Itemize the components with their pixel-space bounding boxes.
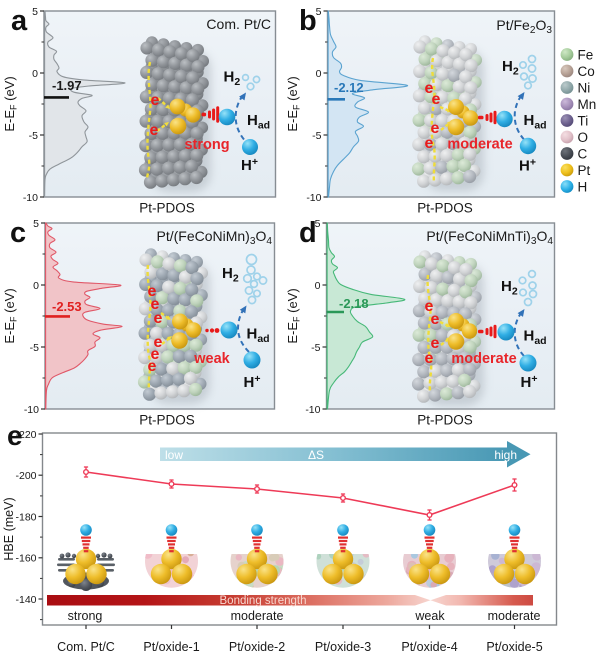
svg-text:-220: -220	[15, 429, 36, 441]
svg-text:e: e	[148, 358, 157, 375]
svg-text:0: 0	[33, 280, 39, 292]
svg-text:-200: -200	[15, 470, 36, 482]
svg-text:weak: weak	[414, 609, 445, 623]
svg-text:moderate: moderate	[447, 137, 512, 153]
svg-text:Pt/Fe2O3: Pt/Fe2O3	[496, 17, 552, 36]
svg-text:Pt-PDOS: Pt-PDOS	[139, 201, 195, 216]
svg-text:-10: -10	[24, 404, 39, 416]
svg-text:Pt/oxide-3: Pt/oxide-3	[315, 640, 371, 654]
svg-text:Com. Pt/C: Com. Pt/C	[57, 640, 115, 654]
svg-text:Co: Co	[578, 64, 595, 79]
svg-text:-5: -5	[30, 342, 39, 354]
svg-text:e: e	[150, 122, 159, 139]
svg-text:Pt-PDOS: Pt-PDOS	[417, 201, 473, 216]
svg-text:-2.53: -2.53	[52, 299, 82, 314]
svg-text:Pt-PDOS: Pt-PDOS	[139, 413, 195, 428]
svg-text:HBE (meV): HBE (meV)	[2, 497, 16, 560]
svg-text:e: e	[431, 120, 440, 137]
svg-text:-10: -10	[23, 192, 38, 204]
svg-text:-5: -5	[311, 342, 320, 354]
svg-text:5: 5	[316, 6, 322, 18]
svg-text:5: 5	[33, 218, 39, 230]
svg-text:e: e	[154, 334, 163, 351]
svg-text:a: a	[11, 5, 28, 37]
svg-text:Pt/oxide-5: Pt/oxide-5	[486, 640, 542, 654]
svg-text:-2.12: -2.12	[334, 80, 364, 95]
svg-text:high: high	[494, 448, 517, 462]
svg-text:moderate: moderate	[231, 609, 284, 623]
svg-text:Ni: Ni	[578, 80, 591, 95]
svg-text:O: O	[578, 130, 589, 145]
svg-text:-5: -5	[29, 130, 38, 142]
svg-text:e: e	[154, 310, 163, 327]
svg-text:Pt/oxide-4: Pt/oxide-4	[401, 640, 457, 654]
svg-text:d: d	[299, 217, 317, 249]
svg-text:-180: -180	[15, 511, 36, 523]
svg-text:Pt/oxide-2: Pt/oxide-2	[229, 640, 285, 654]
svg-text:-160: -160	[15, 553, 36, 565]
svg-text:ΔS: ΔS	[308, 448, 324, 462]
svg-text:-10: -10	[305, 404, 320, 416]
svg-text:b: b	[299, 5, 317, 37]
svg-text:moderate: moderate	[451, 351, 516, 367]
svg-text:e: e	[148, 283, 157, 300]
svg-text:5: 5	[315, 218, 321, 230]
svg-text:e: e	[425, 298, 434, 315]
svg-text:e: e	[151, 346, 160, 363]
svg-text:strong: strong	[68, 609, 103, 623]
svg-text:Pt: Pt	[578, 163, 591, 178]
svg-text:Pt/(FeCoNiMnTi)3O4: Pt/(FeCoNiMnTi)3O4	[426, 228, 553, 247]
svg-text:e: e	[431, 335, 440, 352]
svg-text:-10: -10	[306, 192, 321, 204]
svg-text:H: H	[578, 179, 588, 194]
svg-text:0: 0	[32, 68, 38, 80]
svg-text:e: e	[432, 91, 441, 108]
svg-text:e: e	[7, 420, 23, 451]
svg-text:-1.97: -1.97	[52, 78, 82, 93]
svg-text:Pt/(FeCoNiMn)3O4: Pt/(FeCoNiMn)3O4	[157, 228, 273, 247]
svg-text:e: e	[425, 350, 434, 367]
svg-text:0: 0	[316, 68, 322, 80]
svg-text:e: e	[151, 296, 160, 313]
svg-text:0: 0	[315, 280, 321, 292]
svg-text:E-EF (eV): E-EF (eV)	[2, 76, 19, 131]
svg-text:weak: weak	[193, 351, 230, 367]
svg-text:Pt/oxide-1: Pt/oxide-1	[143, 640, 199, 654]
svg-text:low: low	[165, 448, 183, 462]
svg-text:E-EF (eV): E-EF (eV)	[285, 76, 302, 131]
svg-text:Fe: Fe	[578, 47, 594, 62]
svg-text:Ti: Ti	[578, 113, 589, 128]
svg-text:5: 5	[32, 6, 38, 18]
svg-text:Pt-PDOS: Pt-PDOS	[417, 413, 473, 428]
svg-text:-5: -5	[312, 130, 321, 142]
svg-text:-140: -140	[15, 594, 36, 606]
svg-text:strong: strong	[184, 137, 229, 153]
svg-text:Mn: Mn	[578, 97, 597, 112]
svg-text:E-EF (eV): E-EF (eV)	[2, 288, 19, 343]
svg-text:Bonding strength: Bonding strength	[220, 595, 307, 607]
svg-text:e: e	[431, 311, 440, 328]
svg-text:c: c	[10, 217, 26, 249]
svg-text:moderate: moderate	[488, 609, 541, 623]
svg-text:Com. Pt/C: Com. Pt/C	[206, 16, 271, 32]
svg-text:e: e	[425, 135, 434, 152]
svg-text:E-EF (eV): E-EF (eV)	[285, 288, 302, 343]
svg-text:e: e	[151, 92, 160, 109]
svg-text:e: e	[425, 80, 434, 97]
svg-text:-2.18: -2.18	[339, 296, 369, 311]
svg-text:C: C	[578, 146, 588, 161]
